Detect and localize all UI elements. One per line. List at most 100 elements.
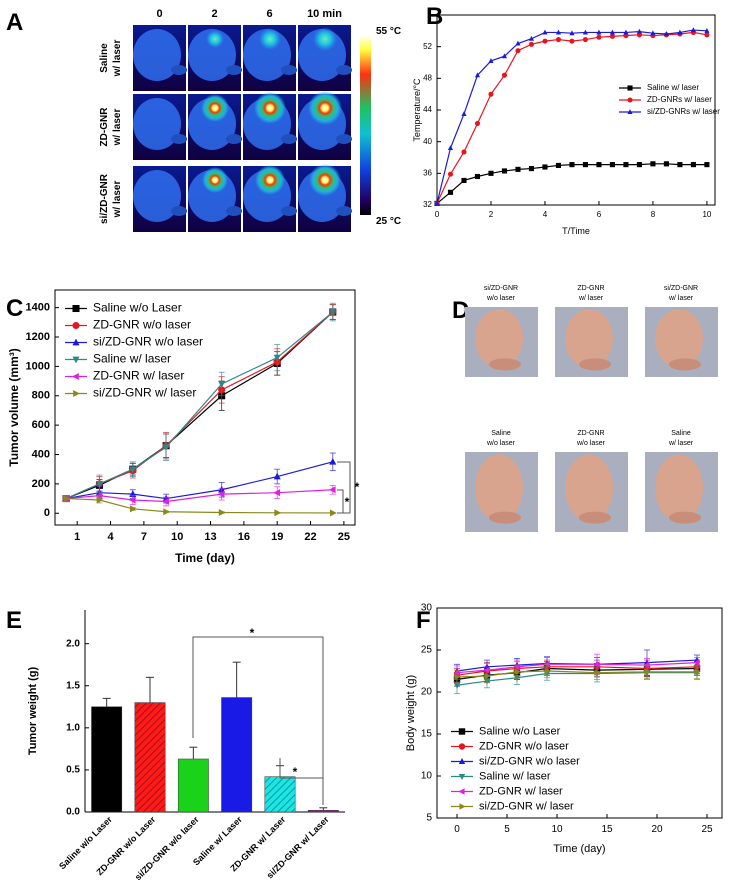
significance-bracket (279, 758, 324, 800)
y-tick-label: 400 (32, 448, 50, 460)
x-tick-label: 8 (651, 210, 656, 219)
hot-spot (313, 27, 337, 51)
marker (515, 48, 521, 54)
marker (128, 496, 136, 504)
photo-label: si/ZD-GNR (664, 285, 698, 292)
mouse-tail (226, 65, 242, 75)
x-tick-label: 5 (504, 824, 510, 835)
legend-marker (627, 97, 633, 103)
hot-spot (206, 30, 224, 48)
photo-label: Saline (671, 430, 691, 437)
legend-marker (72, 304, 80, 313)
marker (704, 28, 710, 33)
legend-marker (459, 803, 466, 810)
legend-label: ZD-GNR w/o laser (93, 318, 191, 332)
legend-label: ZD-GNR w/o laser (479, 740, 569, 752)
x-axis-label: Time (day) (553, 843, 605, 855)
x-tick-label: 13 (204, 531, 216, 543)
x-tick-label: 22 (304, 531, 316, 543)
y-tick-label: 10 (421, 771, 433, 782)
marker (542, 164, 548, 170)
y-tick-label: 1.0 (66, 722, 80, 733)
marker (623, 29, 629, 35)
legend-marker (72, 321, 80, 330)
marker (454, 673, 461, 681)
mouse (565, 454, 613, 522)
legend-label: Saline w/ laser (93, 352, 171, 366)
y-tick-label: 32 (423, 200, 432, 209)
marker (690, 162, 696, 168)
marker (129, 466, 137, 474)
marker (474, 120, 481, 127)
mouse (475, 309, 523, 368)
y-tick-label: 15 (421, 729, 433, 740)
x-tick-label: 10 (702, 210, 711, 219)
marker (329, 309, 337, 316)
legend-label: si/ZD-GNR w/o laser (479, 755, 580, 767)
mouse-body (188, 29, 236, 81)
marker (163, 508, 170, 516)
marker (501, 72, 508, 78)
bar (307, 810, 339, 813)
marker (63, 495, 70, 503)
marker (453, 682, 461, 689)
y-tick-label: 40 (423, 137, 432, 146)
marker (555, 162, 562, 168)
marker (488, 58, 494, 63)
marker (609, 33, 615, 39)
marker (434, 200, 440, 206)
marker (515, 40, 521, 46)
marker (644, 668, 651, 676)
marker (542, 38, 548, 44)
marker (609, 162, 615, 168)
column-label: 10 min (307, 8, 342, 20)
marker (474, 72, 481, 78)
marker (690, 27, 696, 33)
y-axis-label: Temperature/°C (412, 78, 422, 142)
legend-label: ZD-GNR w/ laser (479, 785, 563, 797)
marker (162, 497, 169, 506)
hot-spot (254, 92, 286, 124)
marker (596, 34, 602, 40)
x-tick-label: 2 (489, 210, 494, 219)
marker (594, 669, 601, 676)
marker (447, 145, 454, 151)
marker (623, 162, 629, 168)
y-tick-label: 20 (421, 687, 433, 698)
y-axis-label: Tumor volume (mm³) (7, 348, 21, 466)
column-label: 6 (266, 8, 272, 20)
marker (582, 162, 589, 168)
x-tick-label: 25 (338, 531, 350, 543)
marker (447, 171, 454, 177)
marker (569, 30, 575, 36)
mouse-leg (489, 511, 521, 524)
mouse-tail (281, 134, 297, 144)
legend-marker (458, 788, 465, 795)
y-tick-label: 5 (426, 813, 432, 824)
y-tick-label: 600 (32, 419, 50, 431)
marker (650, 30, 656, 36)
x-tick-label: 10 (551, 824, 563, 835)
marker (528, 41, 535, 47)
y-tick-label: 44 (423, 105, 432, 114)
significance-bracket (192, 636, 324, 805)
marker (218, 381, 226, 388)
series-line (66, 489, 333, 503)
legend-label: ZD-GNR w/ laser (93, 369, 184, 383)
legend-marker (627, 109, 633, 115)
y-tick-label: 25 (421, 645, 433, 656)
mouse (475, 454, 523, 522)
mouse-body (133, 98, 181, 150)
marker (453, 669, 460, 676)
marker (650, 161, 656, 167)
marker (273, 472, 281, 480)
x-tick-label: 0 (435, 210, 440, 219)
mouse-leg (669, 511, 701, 524)
row-label: w/ laser (112, 181, 123, 219)
series-line (66, 497, 333, 514)
panel-letter: F (416, 607, 431, 634)
bar (134, 702, 166, 813)
marker (273, 354, 281, 362)
